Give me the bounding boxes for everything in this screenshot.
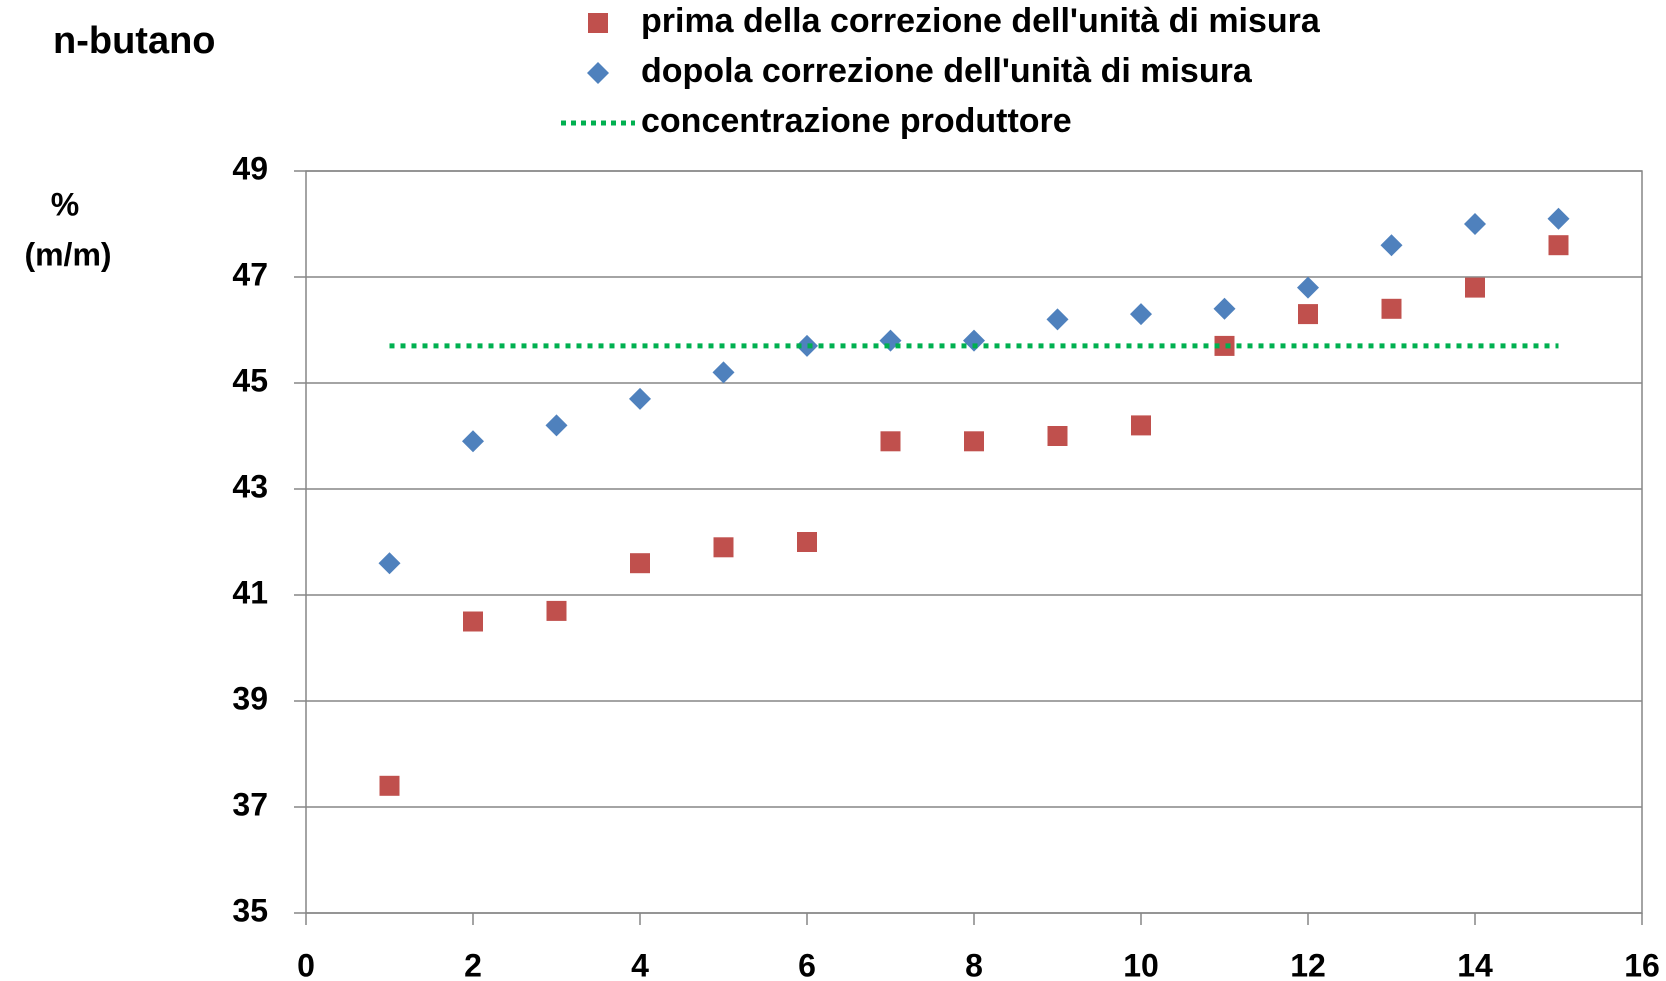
point — [964, 431, 984, 452]
y-tick-label: 37 — [232, 786, 268, 822]
point — [1298, 304, 1318, 325]
point — [462, 430, 484, 453]
point — [1464, 213, 1486, 235]
y-axis-label: (m/m) — [24, 236, 111, 272]
point — [630, 553, 650, 574]
y-tick-label: 49 — [232, 150, 268, 186]
point — [713, 537, 734, 558]
point — [1381, 298, 1402, 319]
y-tick-label: 45 — [232, 362, 268, 398]
point — [1214, 335, 1235, 356]
point — [797, 532, 817, 552]
point — [463, 611, 483, 632]
point — [1465, 277, 1485, 298]
chart-title: n-butano — [53, 20, 216, 62]
point — [1047, 426, 1068, 446]
legend-label: dopola correzione dell'unità di misura — [641, 52, 1253, 90]
point — [1046, 308, 1069, 331]
x-tick-label: 12 — [1290, 947, 1326, 981]
x-tick-label: 0 — [297, 947, 315, 981]
legend-label: concentrazione produttore — [641, 102, 1072, 140]
x-tick-label: 14 — [1457, 947, 1493, 981]
point — [963, 329, 985, 352]
point — [1297, 276, 1319, 299]
point — [1380, 234, 1403, 257]
point — [796, 334, 818, 357]
y-tick-label: 39 — [232, 680, 268, 716]
point — [378, 552, 401, 575]
point — [1213, 297, 1236, 320]
point — [546, 600, 567, 621]
legend-marker — [588, 13, 608, 33]
point — [880, 431, 901, 452]
legend-label: prima della correzione dell'unità di mis… — [641, 2, 1321, 40]
point — [1131, 415, 1151, 436]
x-tick-label: 2 — [464, 947, 482, 981]
point — [1130, 303, 1152, 326]
legend-marker — [587, 62, 609, 84]
y-tick-label: 47 — [232, 256, 268, 292]
x-tick-label: 6 — [798, 947, 816, 981]
x-tick-label: 10 — [1123, 947, 1159, 981]
y-tick-label: 35 — [232, 892, 268, 928]
plot-frame — [305, 170, 1643, 914]
x-tick-label: 8 — [965, 947, 983, 981]
x-tick-label: 16 — [1624, 947, 1660, 981]
y-axis-label: % — [51, 186, 79, 222]
point — [1547, 207, 1570, 230]
point — [629, 387, 651, 410]
point — [1548, 235, 1569, 256]
y-tick-label: 41 — [232, 574, 268, 610]
point — [379, 775, 400, 796]
point — [545, 414, 568, 437]
y-tick-label: 43 — [232, 468, 268, 504]
x-tick-label: 4 — [631, 947, 649, 981]
point — [712, 361, 735, 384]
